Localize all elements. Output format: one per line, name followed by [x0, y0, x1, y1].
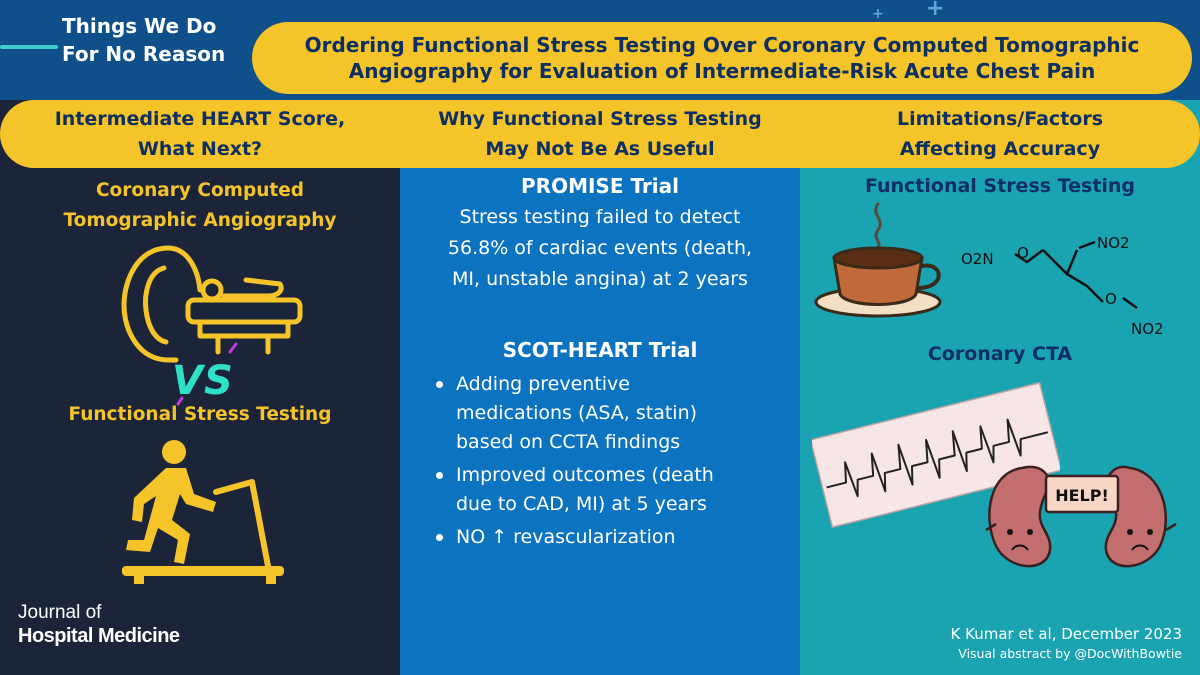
- heading-band: [0, 100, 1200, 168]
- promise-trial-text: Stress testing failed to detect 56.8% of…: [400, 202, 800, 295]
- scot-heart-trial-title: SCOT-HEART Trial: [502, 338, 698, 362]
- series-line-2: For No Reason: [62, 42, 226, 66]
- column-3-heading: Limitations/Factors Affecting Accuracy: [800, 100, 1200, 168]
- journal-logo-line-1: Journal of: [18, 602, 102, 623]
- column-1-heading: Intermediate HEART Score, What Next?: [0, 100, 400, 168]
- list-item: NO ↑ revascularization: [400, 523, 800, 552]
- list-item: Improved outcomes (death due to CAD, MI)…: [400, 461, 800, 519]
- decorative-line: [0, 45, 58, 49]
- cta-option-line-2: Tomographic Angiography: [63, 210, 337, 231]
- plus-decoration-icon: +: [926, 0, 945, 21]
- treadmill-runner-icon: [122, 440, 284, 584]
- title-line-2: Angiography for Evaluation of Intermedia…: [348, 59, 1096, 83]
- cta-option-title: Coronary Computed Tomographic Angiograph…: [40, 176, 360, 236]
- column-3-heading-line-1: Limitations/Factors: [896, 108, 1104, 130]
- coronary-cta-label: Coronary CTA: [927, 343, 1073, 365]
- column-1-panel: [0, 100, 400, 675]
- promise-line-2: 56.8% of cardiac events (death,: [447, 237, 753, 259]
- help-sign-text: HELP!: [1055, 486, 1109, 505]
- main-title: Ordering Functional Stress Testing Over …: [252, 22, 1192, 94]
- ecg-strip-icon: [812, 381, 1060, 529]
- series-name: Things We Do For No Reason: [62, 12, 242, 68]
- promise-line-1: Stress testing failed to detect: [459, 206, 741, 228]
- column-2-panel: [400, 100, 800, 675]
- nitroglycerin-structure-icon: O2N O NO2 O NO2: [961, 234, 1164, 338]
- title-line-1: Ordering Functional Stress Testing Over …: [304, 33, 1140, 57]
- chem-group-o-2: O: [1105, 290, 1117, 308]
- ct-scanner-icon: [121, 245, 303, 363]
- coffee-cup-icon: [814, 202, 942, 318]
- scot-heart-findings-list: Adding preventive medications (ASA, stat…: [400, 370, 800, 556]
- chem-group-no2: NO2: [1097, 234, 1130, 252]
- column-1-heading-line-1: Intermediate HEART Score,: [54, 108, 346, 130]
- visual-abstract-credit: Visual abstract by @DocWithBowtie: [958, 646, 1182, 661]
- vs-label: VS: [172, 358, 234, 404]
- accent-marks-icon: [176, 342, 238, 406]
- kidneys-help-sign-icon: HELP!: [985, 465, 1177, 568]
- list-item-line: Improved outcomes (death: [456, 464, 714, 486]
- plus-decoration-icon: +: [872, 6, 884, 22]
- promise-trial-title: PROMISE Trial: [521, 174, 679, 198]
- series-line-1: Things We Do: [62, 14, 217, 38]
- list-item-line: Adding preventive: [456, 373, 630, 395]
- chem-group-o: O: [1017, 244, 1029, 262]
- list-item-line: medications (ASA, statin): [456, 402, 698, 424]
- column-2-heading-line-2: May Not Be As Useful: [485, 138, 715, 160]
- list-item-line: due to CAD, MI) at 5 years: [456, 493, 707, 515]
- list-item-line: NO ↑ revascularization: [456, 526, 676, 548]
- column-3-heading-line-2: Affecting Accuracy: [899, 138, 1101, 160]
- column-2-heading-line-1: Why Functional Stress Testing: [438, 108, 762, 130]
- promise-line-3: MI, unstable angina) at 2 years: [452, 268, 748, 290]
- chem-group-o2n: O2N: [961, 250, 994, 268]
- column-3-panel: [800, 100, 1200, 675]
- list-item-line: based on CCTA findings: [456, 431, 681, 453]
- column-2-heading: Why Functional Stress Testing May Not Be …: [400, 100, 800, 168]
- journal-logo: Journal of Hospital Medicine: [18, 602, 180, 648]
- journal-logo-line-2: Hospital Medicine: [18, 625, 180, 647]
- author-credit: K Kumar et al, December 2023: [950, 625, 1182, 643]
- column-1-heading-line-2: What Next?: [137, 138, 263, 160]
- list-item: Adding preventive medications (ASA, stat…: [400, 370, 800, 457]
- chem-group-no2-2: NO2: [1131, 320, 1164, 338]
- cta-option-line-1: Coronary Computed: [95, 180, 304, 201]
- stress-test-option-title: Functional Stress Testing: [68, 404, 332, 425]
- functional-stress-testing-label: Functional Stress Testing: [864, 175, 1136, 197]
